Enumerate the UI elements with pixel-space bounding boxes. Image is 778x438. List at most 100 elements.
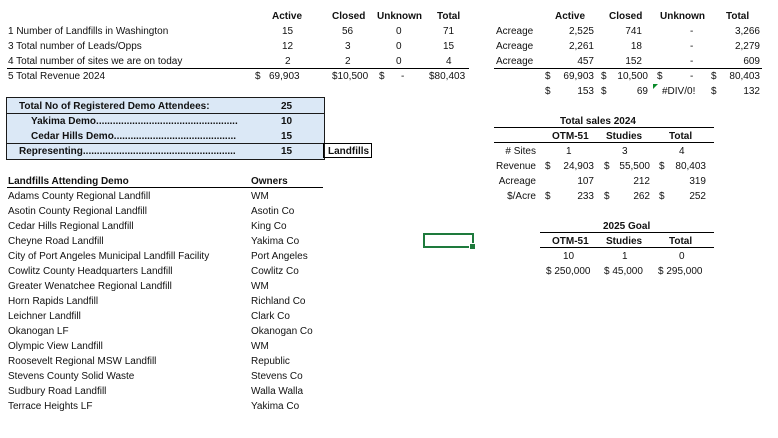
summary-cell[interactable]: 2 <box>345 56 351 67</box>
acreage-cell[interactable]: 80,403 <box>729 71 760 82</box>
landfill-owner[interactable]: Clark Co <box>251 311 290 322</box>
landfill-owner[interactable]: Cowlitz Co <box>251 266 299 277</box>
landfill-owner[interactable]: Port Angeles <box>251 251 308 262</box>
sales-cell[interactable]: 80,403 <box>675 161 706 172</box>
demo-yakima-value[interactable]: 10 <box>281 116 293 127</box>
acreage-cell[interactable]: 152 <box>625 56 642 67</box>
demo-total-label: Total No of Registered Demo Attendees: <box>19 101 210 112</box>
acreage-cell[interactable]: 609 <box>743 56 760 67</box>
landfill-owner[interactable]: Yakima Co <box>251 236 300 247</box>
acreage-cell[interactable]: - <box>690 26 694 37</box>
landfill-owner[interactable]: King Co <box>251 221 287 232</box>
sales-cell[interactable]: 1 <box>566 146 572 157</box>
landfill-name[interactable]: Roosevelt Regional MSW Landfill <box>8 356 157 367</box>
landfill-owner[interactable]: Stevens Co <box>251 371 303 382</box>
landfill-name[interactable]: Cedar Hills Regional Landfill <box>8 221 134 232</box>
summary-header-active: Active <box>272 11 303 22</box>
sales-cell[interactable]: 24,903 <box>563 161 594 172</box>
acreage-cell[interactable]: 18 <box>630 41 642 52</box>
summary-cell[interactable]: 12 <box>282 41 294 52</box>
sales-cell[interactable]: 319 <box>689 176 706 187</box>
sales-cell[interactable]: 212 <box>633 176 650 187</box>
acreage-cell[interactable]: 132 <box>743 86 760 97</box>
acreage-row-label: Acreage <box>496 41 534 52</box>
landfill-owner[interactable]: Walla Walla <box>251 386 304 397</box>
landfills-label-cell[interactable] <box>323 143 372 158</box>
summary-cell[interactable]: 15 <box>282 26 294 37</box>
landfill-owner[interactable]: Richland Co <box>251 296 306 307</box>
acreage-cell[interactable]: 10,500 <box>617 71 648 82</box>
acreage-cell[interactable]: 3,266 <box>734 26 760 37</box>
goal-cell[interactable]: 1 <box>622 251 628 262</box>
acreage-cell-error[interactable]: #DIV/0! <box>662 86 696 97</box>
landfill-owner[interactable]: Okanogan Co <box>251 326 313 337</box>
sales-cell[interactable]: 233 <box>577 191 594 202</box>
demo-cedar-value[interactable]: 15 <box>281 131 293 142</box>
goal-cell[interactable]: $ 45,000 <box>604 266 643 277</box>
sales-cell[interactable]: 107 <box>577 176 594 187</box>
landfill-name[interactable]: Adams County Regional Landfill <box>8 191 151 202</box>
acreage-currency: $ <box>601 86 607 97</box>
demo-representing-value[interactable]: 15 <box>281 146 293 157</box>
summary-cell[interactable]: 3 <box>345 41 351 52</box>
sales-cell[interactable]: 55,500 <box>619 161 650 172</box>
goal-cell[interactable]: $ 250,000 <box>546 266 591 277</box>
acreage-cell[interactable]: 69 <box>636 86 648 97</box>
landfill-owner[interactable]: Republic <box>251 356 290 367</box>
acreage-cell[interactable]: - <box>690 71 694 82</box>
landfill-owner[interactable]: WM <box>251 191 269 202</box>
acreage-cell[interactable]: 741 <box>625 26 642 37</box>
acreage-cell[interactable]: 69,903 <box>563 71 594 82</box>
goal-cell[interactable]: 0 <box>679 251 685 262</box>
summary-cell[interactable]: 0 <box>396 41 402 52</box>
landfill-name[interactable]: Stevens County Solid Waste <box>8 371 135 382</box>
landfill-name[interactable]: Horn Rapids Landfill <box>8 296 99 307</box>
sales-cell[interactable]: 252 <box>689 191 706 202</box>
landfill-owner[interactable]: Yakima Co <box>251 401 300 412</box>
landfill-owner[interactable]: WM <box>251 341 269 352</box>
landfill-name[interactable]: Olympic View Landfill <box>8 341 103 352</box>
landfill-name[interactable]: Asotin County Regional Landfill <box>8 206 147 217</box>
landfill-name[interactable]: Greater Wenatchee Regional Landfill <box>8 281 172 292</box>
goal-cell[interactable]: 10 <box>563 251 575 262</box>
landfill-name[interactable]: Terrace Heights LF <box>8 401 93 412</box>
summary-cell[interactable]: - <box>401 71 405 82</box>
acreage-currency: $ <box>601 71 607 82</box>
acreage-cell[interactable]: 153 <box>577 86 594 97</box>
landfill-owner[interactable]: Asotin Co <box>251 206 295 217</box>
acreage-row-label: Acreage <box>496 26 534 37</box>
goal-cell[interactable]: $ 295,000 <box>658 266 703 277</box>
summary-row-label: 3 Total number of Leads/Opps <box>8 41 142 52</box>
summary-cell[interactable]: 71 <box>443 26 455 37</box>
sales-cell[interactable]: 3 <box>622 146 628 157</box>
summary-currency: $ <box>379 71 385 82</box>
summary-cell[interactable]: 56 <box>342 26 354 37</box>
acreage-divider <box>494 68 762 69</box>
acreage-cell[interactable]: 2,525 <box>568 26 594 37</box>
demo-total-value[interactable]: 25 <box>281 101 293 112</box>
summary-cell[interactable]: 69,903 <box>269 71 300 82</box>
sales-cell[interactable]: 4 <box>679 146 685 157</box>
landfill-name[interactable]: City of Port Angeles Municipal Landfill … <box>8 251 210 262</box>
summary-cell[interactable]: 2 <box>285 56 291 67</box>
landfill-name[interactable]: Leichner Landfill <box>8 311 81 322</box>
summary-cell[interactable]: $80,403 <box>429 71 466 82</box>
summary-cell[interactable]: 4 <box>446 56 452 67</box>
summary-cell[interactable]: $10,500 <box>332 71 369 82</box>
acreage-cell[interactable]: 457 <box>577 56 594 67</box>
acreage-cell[interactable]: 2,279 <box>734 41 760 52</box>
summary-cell[interactable]: 0 <box>396 26 402 37</box>
landfill-name[interactable]: Cowlitz County Headquarters Landfill <box>8 266 173 277</box>
summary-cell[interactable]: 15 <box>443 41 455 52</box>
acreage-cell[interactable]: - <box>690 41 694 52</box>
demo-box-divider <box>6 143 325 144</box>
landfill-name[interactable]: Okanogan LF <box>8 326 69 337</box>
acreage-cell[interactable]: - <box>690 56 694 67</box>
acreage-cell[interactable]: 2,261 <box>568 41 594 52</box>
landfill-owner[interactable]: WM <box>251 281 269 292</box>
landfill-name[interactable]: Cheyne Road Landfill <box>8 236 104 247</box>
landfill-name[interactable]: Sudbury Road Landfill <box>8 386 107 397</box>
summary-cell[interactable]: 0 <box>396 56 402 67</box>
selected-cell[interactable] <box>423 233 476 250</box>
sales-cell[interactable]: 262 <box>633 191 650 202</box>
